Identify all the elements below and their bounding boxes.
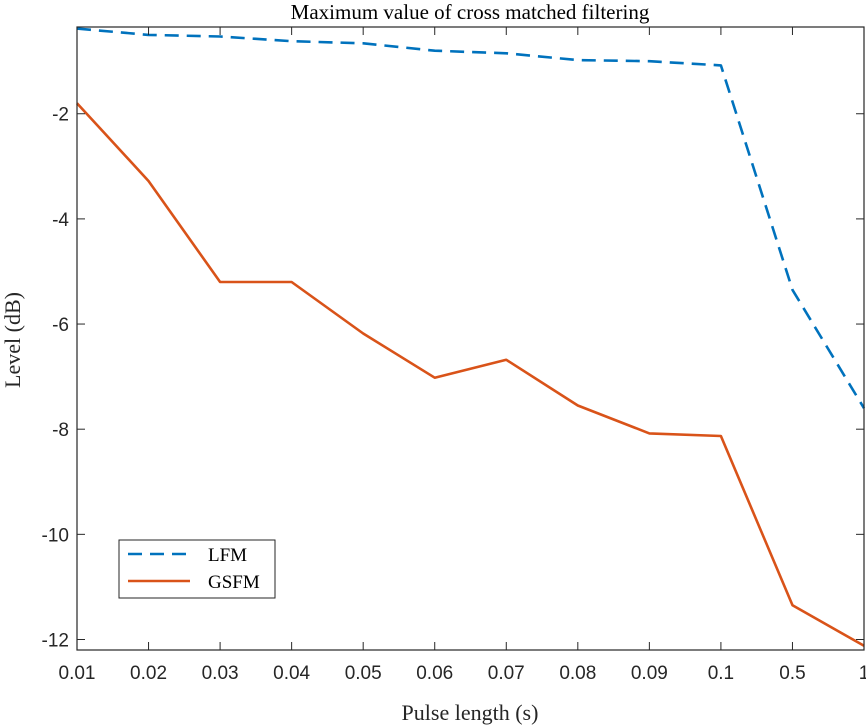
series-line-gsfm — [76, 102, 865, 647]
x-tick-label: 0.05 — [345, 663, 382, 684]
x-axis-ticks: 0.01 0.02 0.03 0.04 0.05 0.06 0.07 0.08 0.09 0.1 0… — [59, 27, 866, 684]
y-tick-label: -4 — [52, 210, 69, 231]
y-tick-label: -12 — [42, 630, 69, 651]
legend-box — [118, 539, 276, 599]
x-tick-label: 0.5 — [779, 663, 805, 684]
legend: LFM GSFM — [118, 539, 276, 599]
series-line-lfm — [76, 27, 866, 409]
legend-label-lfm: LFM — [208, 545, 247, 566]
y-tick-label: -8 — [52, 420, 69, 441]
x-tick-label: 0.01 — [59, 663, 96, 684]
x-tick-label: 0.09 — [631, 663, 668, 684]
y-tick-label: -2 — [52, 105, 69, 126]
x-tick-label: 0.03 — [202, 663, 239, 684]
legend-label-gsfm: GSFM — [208, 572, 260, 593]
x-tick-label: 1 — [859, 663, 866, 684]
x-tick-label: 0.04 — [273, 663, 310, 684]
x-tick-label: 0.02 — [130, 663, 167, 684]
chart-title: Maximum value of cross matched filtering — [291, 0, 650, 24]
x-tick-label: 0.07 — [488, 663, 525, 684]
y-axis-ticks: -2 -4 -6 -8 -10 -12 — [42, 105, 864, 651]
x-axis-label: Pulse length (s) — [402, 700, 539, 725]
series-layer — [76, 27, 866, 647]
x-tick-label: 0.06 — [416, 663, 453, 684]
x-tick-label: 0.1 — [708, 663, 734, 684]
y-axis-label: Level (dB) — [0, 292, 25, 388]
plot-frame — [76, 26, 865, 651]
y-tick-label: -10 — [42, 525, 69, 546]
x-tick-label: 0.08 — [559, 663, 596, 684]
y-tick-label: -6 — [52, 315, 69, 336]
